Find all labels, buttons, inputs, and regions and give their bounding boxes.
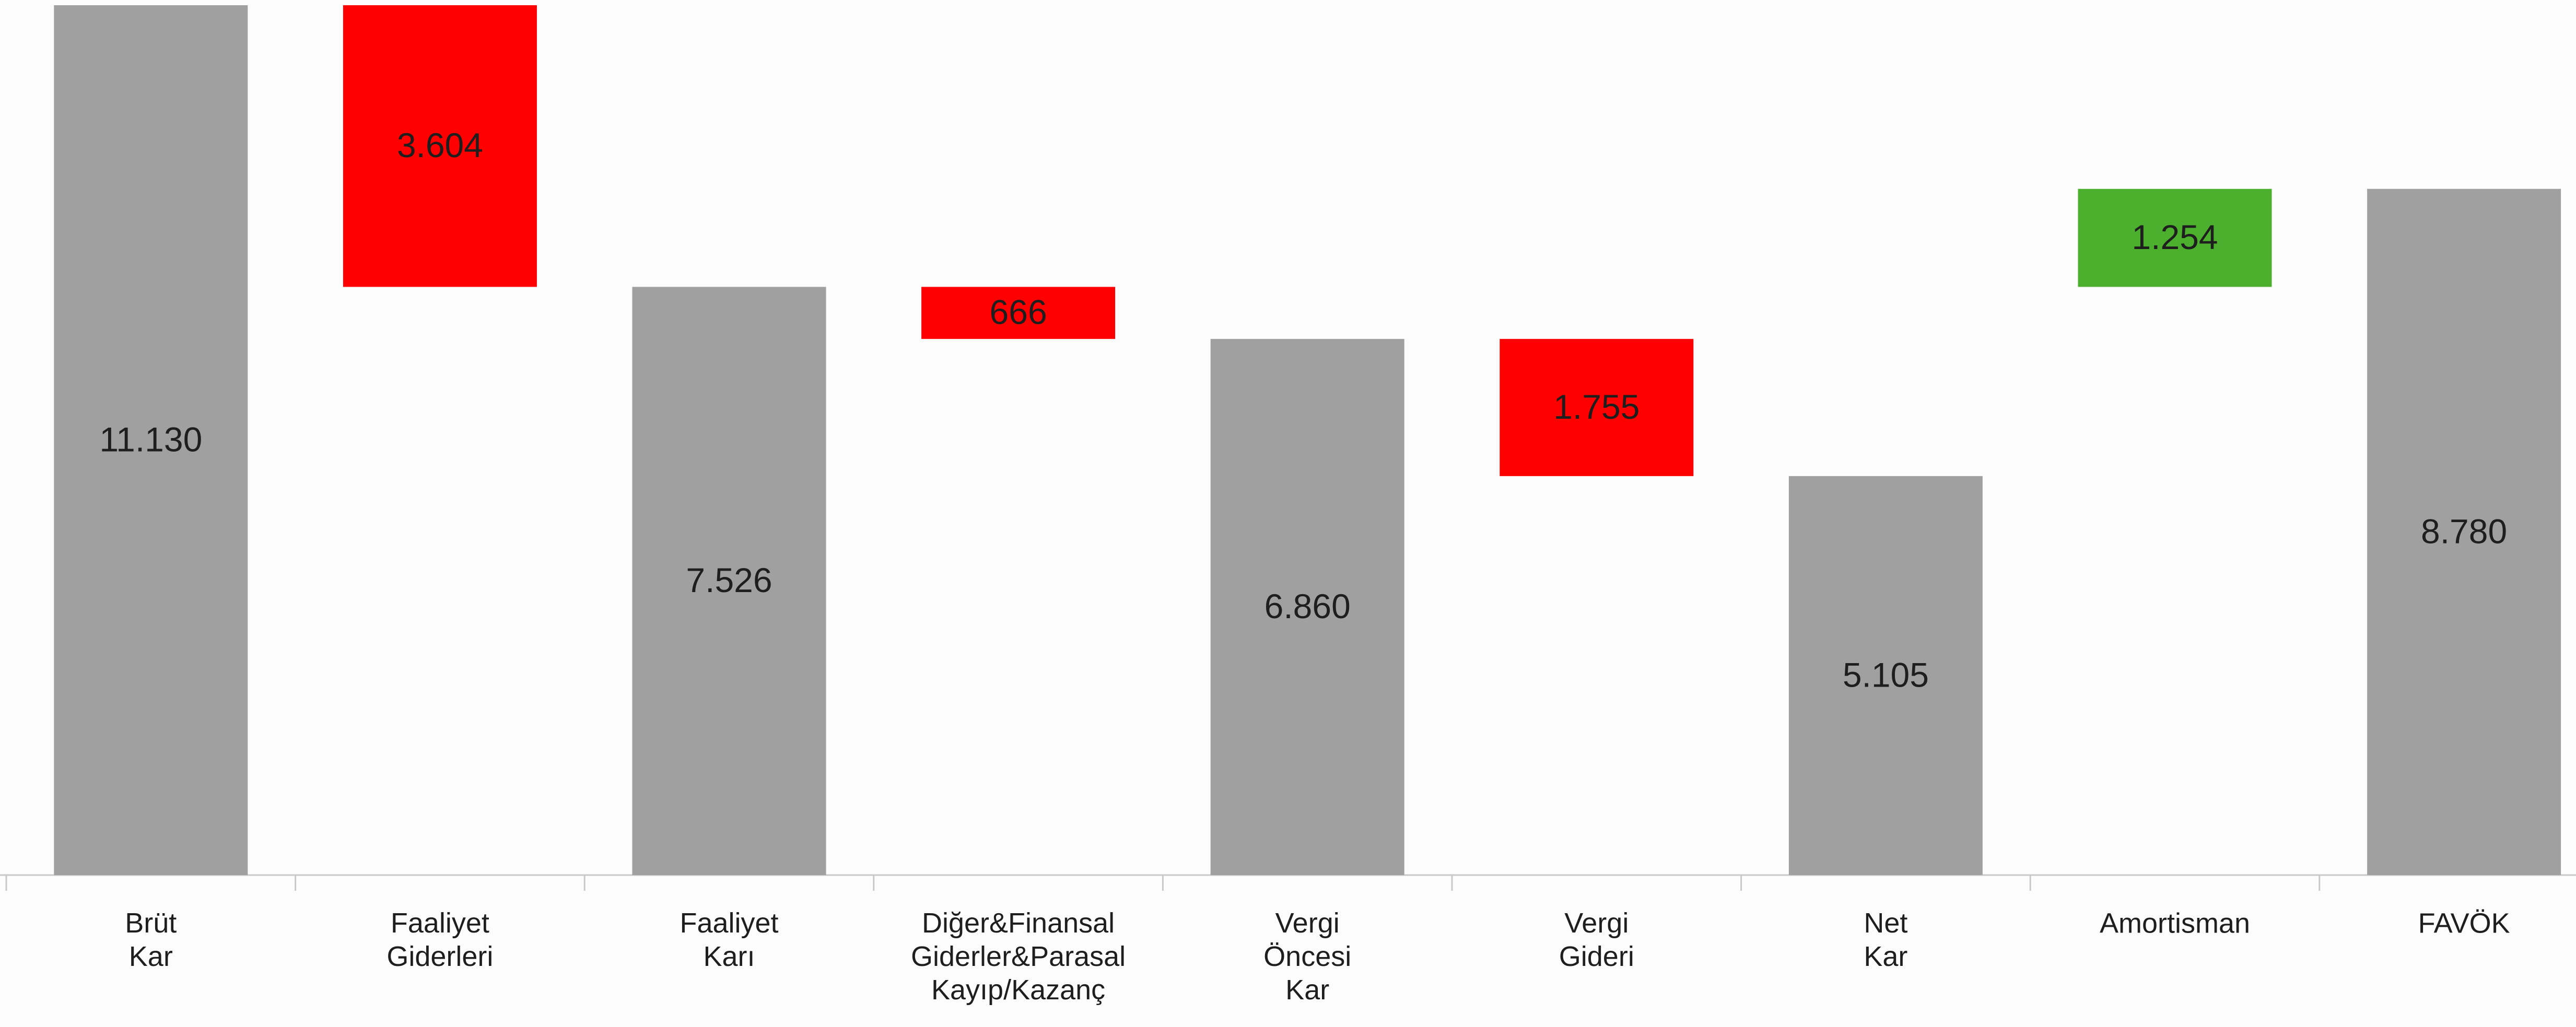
value-label: 666 xyxy=(990,293,1047,332)
x-tick-label: Amortisman xyxy=(2100,907,2250,939)
value-label: 7.526 xyxy=(686,561,772,599)
bar xyxy=(1788,476,1983,875)
bar xyxy=(2367,188,2561,876)
x-tick-label: Faaliyet Giderleri xyxy=(387,907,493,972)
x-tick-label: Faaliyet Karı xyxy=(680,907,778,972)
x-tick-label: Net Kar xyxy=(1864,907,1907,972)
x-tick-label: Vergi Gideri xyxy=(1559,907,1634,972)
bar xyxy=(1500,339,1694,476)
bar xyxy=(343,5,537,287)
bar xyxy=(1210,339,1404,875)
value-label: 8.780 xyxy=(2421,512,2507,550)
bar xyxy=(54,5,248,875)
bar xyxy=(2078,188,2272,287)
bar xyxy=(632,287,826,875)
value-label: 11.130 xyxy=(99,420,202,458)
x-tick-label: Vergi Öncesi Kar xyxy=(1263,907,1351,1006)
value-label: 5.105 xyxy=(1843,655,1929,694)
value-label: 6.860 xyxy=(1264,587,1351,625)
x-tick-label: Brüt Kar xyxy=(125,907,177,972)
value-label: 3.604 xyxy=(397,126,483,164)
value-label: 1.254 xyxy=(2132,218,2218,256)
value-label: 1.755 xyxy=(1553,387,1640,426)
bar xyxy=(921,287,1116,339)
x-tick-label: Diğer&Finansal Giderler&Parasal Kayıp/Kaza… xyxy=(911,907,1126,1006)
x-tick-label: FAVÖK xyxy=(2418,907,2510,939)
